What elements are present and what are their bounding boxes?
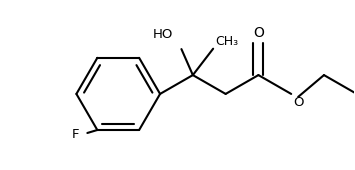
Text: CH₃: CH₃ — [215, 35, 238, 48]
Text: F: F — [72, 129, 80, 141]
Text: O: O — [253, 26, 264, 40]
Text: O: O — [293, 96, 304, 109]
Text: HO: HO — [153, 28, 174, 41]
